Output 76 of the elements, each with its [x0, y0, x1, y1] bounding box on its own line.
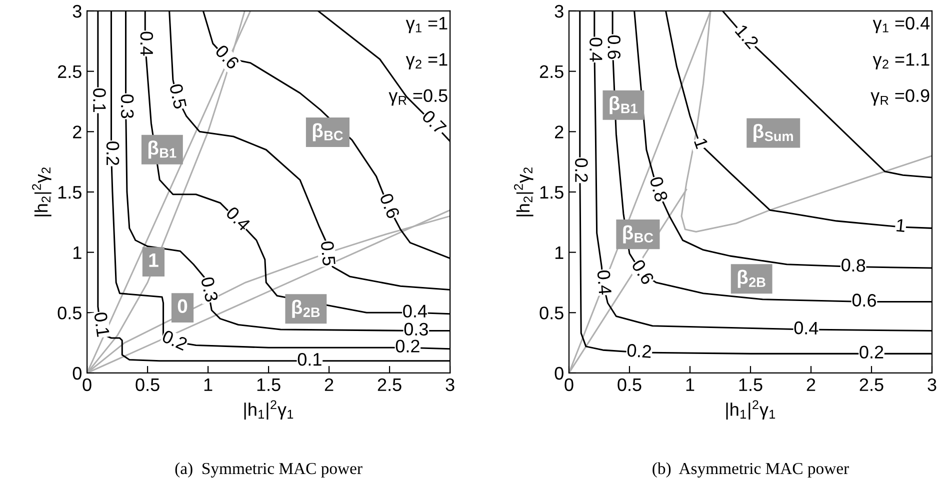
- annotation: 0: [178, 299, 188, 314]
- x-tick-label: 0: [82, 378, 92, 392]
- annotation: 0.6: [631, 258, 655, 286]
- y-tick-label: 3: [72, 4, 82, 18]
- x-tick-label: 1.5: [739, 378, 762, 392]
- x-tick-label: 2: [324, 378, 334, 391]
- x-tick-label: 1: [204, 378, 212, 391]
- y-tick-label: 1.5: [540, 186, 564, 199]
- annotation: β$_{Sum}$: [754, 124, 793, 142]
- annotation: γ$_{1}$ =0.4: [872, 16, 930, 34]
- annotation: β$_{BC}$: [312, 123, 343, 142]
- annotation: 0.6: [214, 44, 240, 70]
- text: (b) Asymmetric MAC power: [652, 462, 849, 478]
- annotation: 0.4: [225, 206, 252, 232]
- annotation: 0.3: [404, 322, 428, 336]
- annotation: 0.2: [575, 158, 588, 182]
- y-axis-title: |h$_{2}$|$^{2}$γ$_{2}$: [514, 167, 534, 216]
- annotation: γ$_{2}$ =1.1: [872, 53, 930, 70]
- x-axis-title: |h$_{1}$|$^{2}$γ$_{1}$: [244, 400, 294, 420]
- y-tick-label: 2.5: [540, 65, 564, 78]
- annotation: 0.7: [421, 109, 447, 135]
- y-tick-label: 1: [555, 246, 564, 259]
- annotation: 1: [694, 138, 708, 150]
- annotation: 0.3: [200, 276, 218, 302]
- annotation: 0.2: [627, 344, 652, 358]
- y-axis-title: |h$_{2}$|$^{2}$γ$_{2}$: [32, 167, 52, 216]
- y-tick-label: 3: [554, 4, 564, 18]
- annotation: 0.8: [841, 258, 866, 272]
- x-tick-label: 3: [928, 378, 936, 392]
- annotation: 0.4: [597, 270, 612, 295]
- y-tick-label: 1: [74, 246, 82, 259]
- annotation: 0.6: [852, 294, 876, 307]
- y-tick-label: 0.5: [540, 306, 564, 320]
- annotation: 0.2: [106, 142, 120, 166]
- annotation: β$_{B1}$: [610, 96, 638, 114]
- y-tick-label: 0.5: [58, 306, 82, 320]
- annotation: 0.8: [650, 176, 668, 202]
- x-tick-label: 2.5: [860, 378, 884, 392]
- x-tick-label: 1.5: [257, 378, 280, 392]
- x-tick-label: 0.5: [136, 378, 160, 392]
- annotation: β$_{2B}$: [738, 270, 766, 288]
- annotation: 0.1: [94, 312, 110, 337]
- text: (a) Symmetric MAC power: [175, 462, 362, 478]
- annotation: 0.5: [320, 241, 336, 266]
- y-tick-label: 2.5: [58, 65, 82, 78]
- annotation: 0.6: [608, 35, 620, 59]
- annotation: 1.2: [734, 24, 760, 50]
- annotation: 0.1: [93, 88, 106, 112]
- annotation: 0.2: [161, 330, 188, 351]
- annotation: γ$_{2}$ =1: [406, 53, 448, 70]
- y-tick-label: 2: [73, 126, 82, 138]
- annotation: β$_{2B}$: [292, 300, 320, 318]
- x-tick-label: 2: [806, 378, 816, 391]
- y-tick-label: 0: [72, 366, 82, 380]
- annotation: γ$_{R}$ =0.9: [870, 89, 930, 106]
- annotation: γ$_{R}$ =0.5: [388, 89, 448, 106]
- annotation: 0.4: [140, 32, 154, 56]
- y-tick-label: 0: [554, 366, 564, 380]
- annotation: γ$_{1}$ =1: [406, 17, 448, 34]
- x-tick-label: 1: [686, 378, 694, 391]
- annotation: 0.4: [403, 304, 427, 318]
- annotation: 0.3: [120, 94, 134, 118]
- annotation: 0.5: [169, 83, 187, 110]
- annotation: β$_{B1}$: [148, 140, 176, 159]
- y-tick-label: 1.5: [58, 186, 82, 199]
- annotation: 1: [149, 254, 158, 267]
- x-tick-label: 0.5: [618, 378, 642, 392]
- annotation: 0.4: [794, 321, 818, 335]
- annotation: 0.4: [590, 38, 602, 62]
- annotation: 0.6: [379, 192, 400, 220]
- x-tick-label: 3: [446, 378, 454, 392]
- y-tick-label: 2: [554, 126, 564, 138]
- x-tick-label: 0: [564, 378, 574, 392]
- x-tick-label: 2.5: [378, 378, 402, 392]
- x-axis-title: |h$_{1}$|$^{2}$γ$_{1}$: [726, 400, 776, 420]
- annotation: β$_{BC}$: [623, 225, 654, 244]
